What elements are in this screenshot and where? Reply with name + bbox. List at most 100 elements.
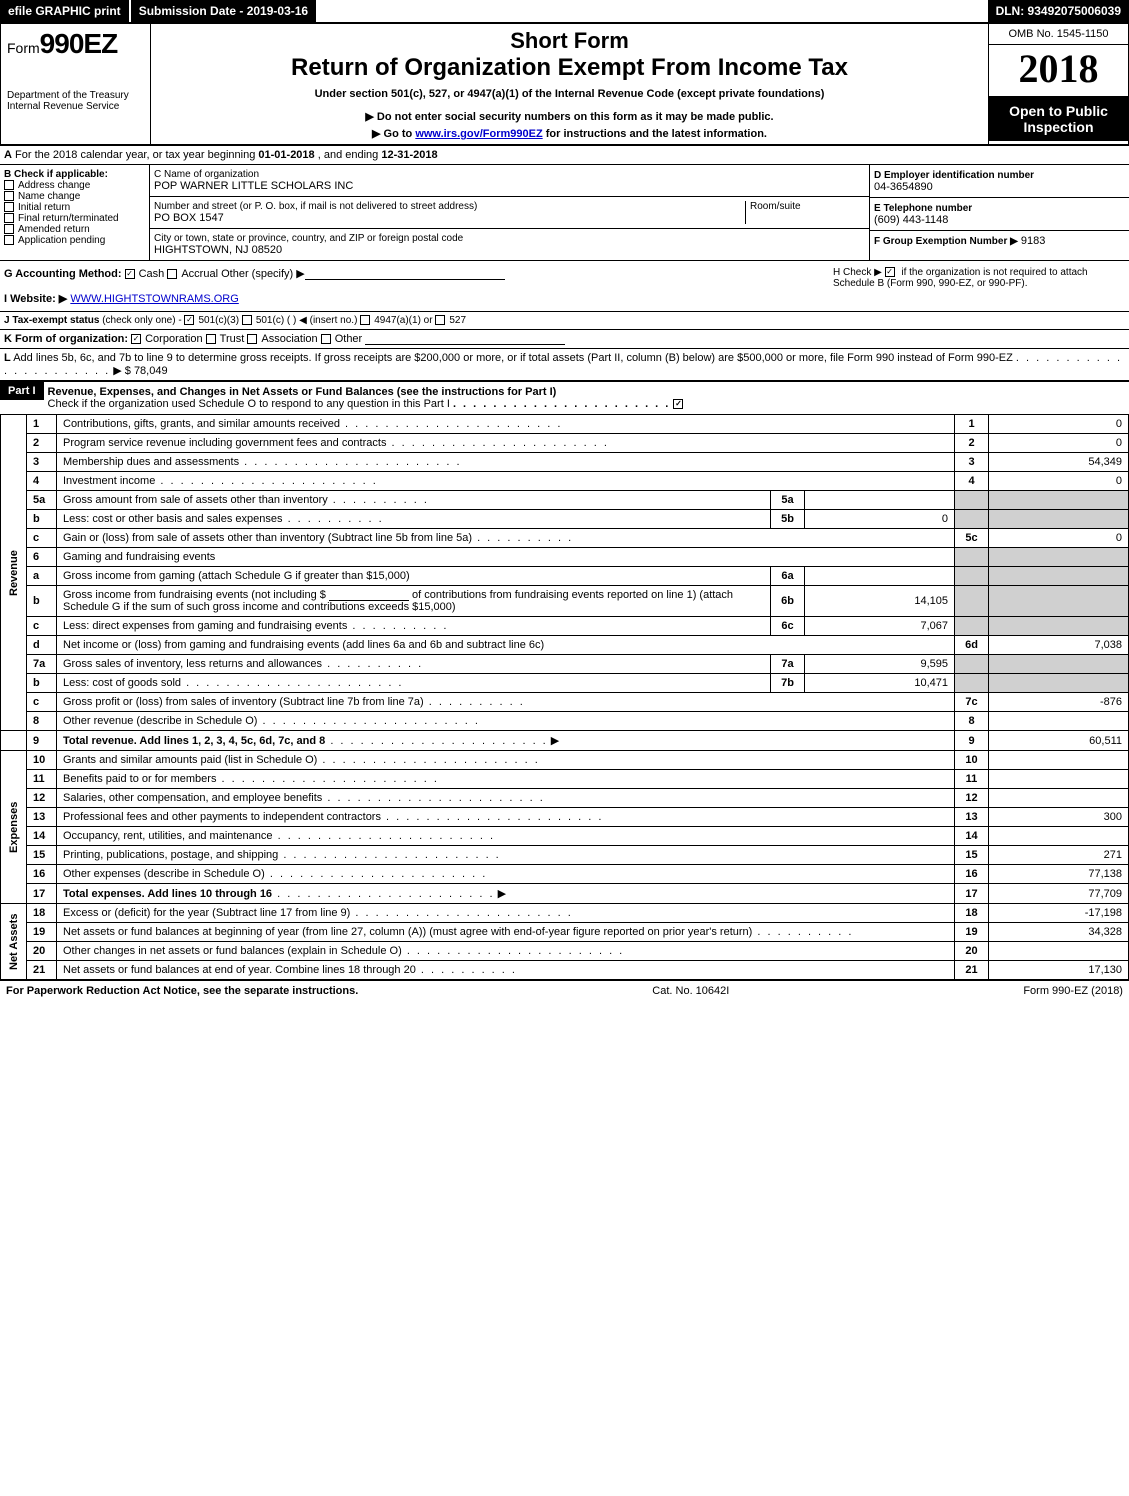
amount-cell xyxy=(989,712,1129,731)
line-k-label: K Form of organization: xyxy=(4,333,128,345)
line-a: A For the 2018 calendar year, or tax yea… xyxy=(0,145,1129,164)
check-501c3[interactable]: ✓ xyxy=(184,315,194,325)
line-a-text1: For the 2018 calendar year, or tax year … xyxy=(15,149,258,161)
shaded-cell xyxy=(989,586,1129,617)
table-row: c Gross profit or (loss) from sales of i… xyxy=(1,693,1129,712)
label-amended: Amended return xyxy=(18,224,90,235)
check-amended[interactable] xyxy=(4,224,14,234)
line-a-text2: , and ending xyxy=(318,149,382,161)
omb-year-cell: OMB No. 1545-1150 2018 xyxy=(989,23,1129,97)
efile-print-button[interactable]: efile GRAPHIC print xyxy=(0,0,129,22)
contrib-blank[interactable] xyxy=(329,589,409,601)
line-ref: 7c xyxy=(955,693,989,712)
row-num: c xyxy=(27,617,57,636)
label-assoc: Association xyxy=(261,333,317,345)
check-assoc[interactable] xyxy=(247,334,257,344)
amount-cell: 271 xyxy=(989,846,1129,865)
check-address-change[interactable] xyxy=(4,180,14,190)
check-trust[interactable] xyxy=(206,334,216,344)
amount-cell: 0 xyxy=(989,434,1129,453)
row-num: b xyxy=(27,674,57,693)
website-link[interactable]: WWW.HIGHTSTOWNRAMS.ORG xyxy=(70,293,238,305)
mini-ref: 5a xyxy=(771,491,805,510)
row-num: 11 xyxy=(27,770,57,789)
check-other-org[interactable] xyxy=(321,334,331,344)
check-accrual[interactable] xyxy=(167,269,177,279)
dln-label: DLN: 93492075006039 xyxy=(988,0,1129,22)
check-app-pending[interactable] xyxy=(4,235,14,245)
line-a-end: 12-31-2018 xyxy=(381,149,437,161)
mini-amount: 9,595 xyxy=(805,655,955,674)
other-specify-input[interactable] xyxy=(305,268,505,280)
line-ref: 10 xyxy=(955,751,989,770)
line-ref: 12 xyxy=(955,789,989,808)
check-4947[interactable] xyxy=(360,315,370,325)
line-l-label: L xyxy=(4,352,11,364)
box-e-label: E Telephone number xyxy=(874,203,972,214)
line-ref: 5c xyxy=(955,529,989,548)
mini-amount xyxy=(805,567,955,586)
check-527[interactable] xyxy=(435,315,445,325)
dept-treasury: Department of the Treasury xyxy=(7,90,144,101)
part1-tag: Part I xyxy=(0,382,44,400)
row-num: 12 xyxy=(27,789,57,808)
check-501c[interactable] xyxy=(242,315,252,325)
label-4947: 4947(a)(1) or xyxy=(374,315,432,326)
dots-icon xyxy=(340,418,562,430)
row-num: 4 xyxy=(27,472,57,491)
amount-cell: 0 xyxy=(989,415,1129,434)
amount-cell xyxy=(989,770,1129,789)
form-number: 990EZ xyxy=(40,28,118,59)
amount-cell: 77,709 xyxy=(989,884,1129,904)
table-row: 12 Salaries, other compensation, and emp… xyxy=(1,789,1129,808)
check-name-change[interactable] xyxy=(4,191,14,201)
return-title: Return of Organization Exempt From Incom… xyxy=(157,54,982,82)
check-h[interactable]: ✓ xyxy=(885,267,895,277)
table-row: Revenue 1 Contributions, gifts, grants, … xyxy=(1,415,1129,434)
row-num: 10 xyxy=(27,751,57,770)
omb-number: OMB No. 1545-1150 xyxy=(989,24,1128,45)
dots-icon xyxy=(386,437,608,449)
amount-cell xyxy=(989,789,1129,808)
row-num: 8 xyxy=(27,712,57,731)
row-desc-1: Gross income from fundraising events (no… xyxy=(63,589,329,601)
label-other: Other (specify) ▶ xyxy=(221,268,305,280)
table-row: b Less: cost of goods sold 7b 10,471 xyxy=(1,674,1129,693)
shaded-cell xyxy=(989,510,1129,529)
line-k: K Form of organization: ✓Corporation Tru… xyxy=(0,330,1129,349)
shaded-cell xyxy=(955,674,989,693)
check-cash[interactable]: ✓ xyxy=(125,269,135,279)
row-num: 3 xyxy=(27,453,57,472)
dots-icon xyxy=(257,715,479,727)
table-row: 8 Other revenue (describe in Schedule O)… xyxy=(1,712,1129,731)
amount-cell: 60,511 xyxy=(989,731,1129,751)
table-row: 9 Total revenue. Add lines 1, 2, 3, 4, 5… xyxy=(1,731,1129,751)
row-desc: Less: direct expenses from gaming and fu… xyxy=(63,620,347,632)
check-final-return[interactable] xyxy=(4,213,14,223)
label-other-org: Other xyxy=(335,333,363,345)
dots-icon xyxy=(181,677,403,689)
mini-ref: 6a xyxy=(771,567,805,586)
dots-icon xyxy=(278,849,500,861)
table-row: 17 Total expenses. Add lines 10 through … xyxy=(1,884,1129,904)
table-row: b Less: cost or other basis and sales ex… xyxy=(1,510,1129,529)
label-accrual: Accrual xyxy=(181,268,218,280)
row-desc: Benefits paid to or for members xyxy=(63,773,216,785)
check-corp[interactable]: ✓ xyxy=(131,334,141,344)
other-org-input[interactable] xyxy=(365,333,565,345)
row-desc: Other revenue (describe in Schedule O) xyxy=(63,715,257,727)
label-name-change: Name change xyxy=(18,191,80,202)
row-desc: Net assets or fund balances at beginning… xyxy=(63,926,752,938)
shaded-cell xyxy=(955,567,989,586)
amount-cell: 7,038 xyxy=(989,636,1129,655)
title-cell: Short Form Return of Organization Exempt… xyxy=(151,23,989,145)
check-initial-return[interactable] xyxy=(4,202,14,212)
submission-date-button[interactable]: Submission Date - 2019-03-16 xyxy=(131,0,316,22)
row-desc: Investment income xyxy=(63,475,155,487)
row-num: 21 xyxy=(27,961,57,980)
check-schedule-o[interactable]: ✓ xyxy=(673,399,683,409)
open-public-badge: Open to Public Inspection xyxy=(989,97,1128,141)
mini-ref: 7a xyxy=(771,655,805,674)
goto-link[interactable]: www.irs.gov/Form990EZ xyxy=(415,128,542,140)
row-num: 13 xyxy=(27,808,57,827)
